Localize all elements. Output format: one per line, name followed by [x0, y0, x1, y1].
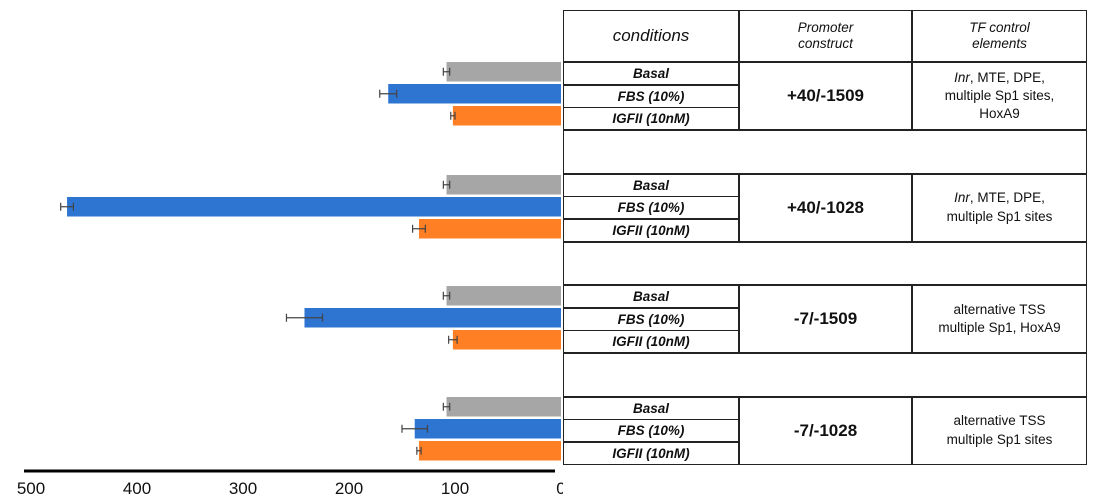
condition-cell: IGFII (10nM): [563, 330, 739, 354]
promoter-construct-cell: -7/-1028: [739, 396, 912, 465]
bar: [446, 62, 561, 82]
table-spacer-row: [563, 241, 1087, 285]
tf-element-line: multiple Sp1 sites: [946, 208, 1053, 224]
condition-cell: Basal: [563, 396, 739, 420]
tf-element-italic: Inr: [954, 190, 970, 206]
header-tf-line2: elements: [972, 36, 1027, 51]
tf-control-cell: alternative TSS multiple Sp1 sites: [912, 396, 1087, 465]
error-bar: [450, 111, 456, 120]
header-tf-line1: TF control: [969, 19, 1030, 35]
bar: [452, 330, 561, 350]
condition-cell: IGFII (10nM): [563, 107, 739, 131]
bar: [388, 84, 561, 104]
error-bar: [448, 335, 458, 344]
error-bar: [60, 202, 75, 211]
error-bar: [412, 224, 426, 233]
condition-cell: Basal: [563, 173, 739, 197]
tf-element-line: alternative TSS: [953, 301, 1046, 317]
bar: [446, 286, 561, 306]
bar-group: [60, 175, 561, 239]
bar-group: [401, 397, 561, 461]
bar: [67, 197, 561, 217]
table-spacer-row: [563, 130, 1087, 174]
bar: [418, 219, 561, 239]
condition-cell: FBS (10%): [563, 419, 739, 443]
bar-group: [379, 62, 561, 126]
bar: [418, 441, 561, 461]
condition-cell: Basal: [563, 285, 739, 309]
x-tick-label: 500: [17, 479, 45, 498]
condition-cell: FBS (10%): [563, 196, 739, 220]
bar-group: [285, 286, 561, 350]
tf-control-cell: alternative TSS multiple Sp1, HoxA9: [912, 285, 1087, 353]
bar-chart: 500 400 300 200 100 0: [17, 62, 563, 498]
x-tick-label: 100: [441, 479, 469, 498]
tf-control-cell: Inr, MTE, DPE, multiple Sp1 sites: [912, 173, 1087, 242]
bar: [446, 397, 561, 417]
tf-element-line: multiple Sp1, HoxA9: [938, 320, 1061, 335]
x-tick-label: 300: [229, 479, 257, 498]
promoter-construct-cell: +40/-1509: [739, 62, 912, 130]
error-bar: [442, 402, 451, 411]
error-bar: [285, 313, 324, 322]
table-spacer-row: [563, 353, 1087, 397]
tf-element-line: multiple Sp1 sites,: [944, 87, 1055, 103]
x-tick-label: 400: [123, 479, 151, 498]
bar: [446, 175, 561, 195]
bar: [414, 419, 561, 439]
header-conditions: conditions: [563, 10, 739, 62]
tf-element-line: multiple Sp1 sites: [946, 431, 1053, 447]
promoter-construct-cell: -7/-1509: [739, 285, 912, 353]
x-tick-label: 200: [335, 479, 363, 498]
bar: [304, 308, 561, 328]
tf-element-line: alternative TSS: [953, 413, 1046, 429]
tf-element-italic: Inr: [954, 69, 970, 85]
error-bar: [416, 446, 422, 455]
bar: [452, 106, 561, 126]
tf-element-line: Inr, MTE, DPE,: [954, 190, 1045, 206]
header-promoter-line1: Promoter: [797, 19, 854, 35]
error-bar: [442, 291, 451, 300]
condition-cell: IGFII (10nM): [563, 441, 739, 465]
tf-control-cell: Inr, MTE, DPE, multiple Sp1 sites, HoxA9: [912, 62, 1087, 130]
promoter-construct-cell: +40/-1028: [739, 173, 912, 242]
error-bar: [442, 180, 451, 189]
header-tf-control: TF control elements: [912, 10, 1087, 62]
error-bar: [442, 67, 451, 76]
error-bar: [401, 424, 429, 433]
condition-cell: IGFII (10nM): [563, 218, 739, 242]
header-promoter-line2: construct: [798, 36, 853, 51]
header-promoter-construct: Promoter construct: [739, 10, 912, 62]
error-bar: [379, 89, 398, 98]
conditions-table: conditions Promoter construct TF control…: [563, 10, 1087, 465]
condition-cell: FBS (10%): [563, 307, 739, 331]
condition-cell: FBS (10%): [563, 84, 739, 108]
tf-element-line: HoxA9: [979, 106, 1020, 122]
condition-cell: Basal: [563, 62, 739, 86]
tf-element-line: Inr, MTE, DPE,: [954, 69, 1045, 85]
x-tick-label: 0: [556, 479, 563, 498]
